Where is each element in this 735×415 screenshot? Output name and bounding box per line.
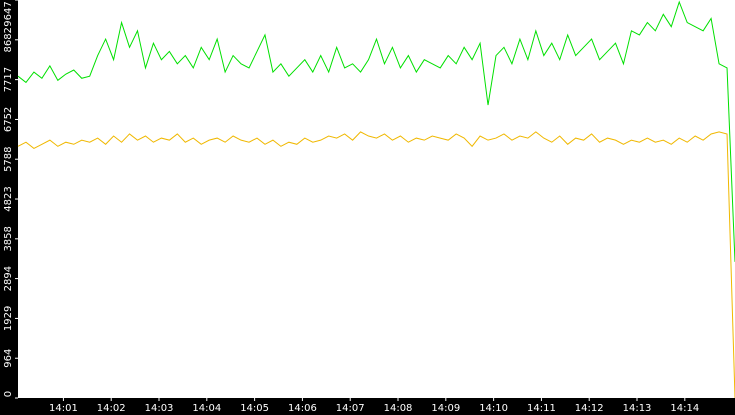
x-tick-label: 14:13 — [623, 403, 652, 414]
y-tick-label: 3858 — [3, 226, 14, 251]
x-tick-label: 14:01 — [49, 403, 78, 414]
x-tick-label: 14:03 — [145, 403, 174, 414]
series-line — [17, 0, 735, 262]
y-tick-label: 0 — [3, 391, 14, 397]
x-tick-label: 14:10 — [479, 403, 508, 414]
y-tick-label: 2894 — [3, 266, 14, 291]
plot-area — [18, 0, 735, 398]
x-tick-label: 14:05 — [240, 403, 269, 414]
x-tick-label: 14:02 — [97, 403, 126, 414]
x-tick-label: 14:06 — [288, 403, 317, 414]
series-line — [17, 131, 735, 399]
y-tick-label: 1929 — [3, 306, 14, 331]
y-tick-label: 964 — [3, 349, 14, 368]
y-tick-label: 8682 — [3, 27, 14, 52]
x-tick-label: 14:12 — [575, 403, 604, 414]
x-tick-label: 14:08 — [384, 403, 413, 414]
x-tick-label: 14:07 — [336, 403, 365, 414]
x-tick-label: 14:09 — [431, 403, 460, 414]
y-tick-label: 4823 — [3, 186, 14, 211]
y-tick-label: 5788 — [3, 146, 14, 171]
y-tick-label: 6752 — [3, 107, 14, 132]
y-tick-label: 9647 — [3, 1, 14, 26]
x-tick-label: 14:04 — [192, 403, 221, 414]
x-tick-label: 14:14 — [670, 403, 699, 414]
x-tick-label: 14:11 — [527, 403, 556, 414]
y-tick-label: 7717 — [3, 67, 14, 92]
